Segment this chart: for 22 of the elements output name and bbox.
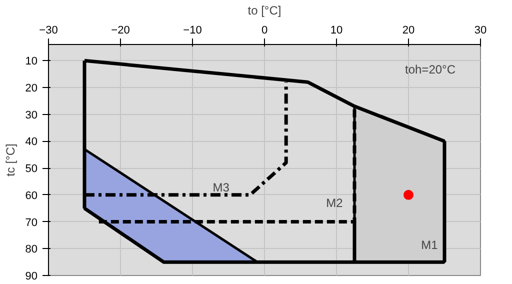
y-tick-label: 40 [25,136,38,148]
x-tick-label: −10 [183,24,202,36]
x-tick-label: 10 [330,24,343,36]
x-tick-label: 20 [402,24,415,36]
series-label: M3 [212,180,230,195]
y-tick-label: 60 [25,190,38,202]
y-tick-label: 20 [25,82,38,94]
y-axis-title: tc [°C] [3,144,18,176]
annotation: toh=20°C [405,62,456,76]
x-tick-label: −30 [39,24,58,36]
x-tick-label: 30 [474,24,487,36]
y-tick-label: 10 [25,56,38,68]
y-tick-label: 90 [25,270,38,282]
x-tick-label: −20 [111,24,130,36]
x-tick-label: 0 [261,24,268,36]
y-tick-label: 30 [25,109,38,122]
y-tick-label: 50 [25,163,38,176]
series-label: M2 [326,196,344,210]
y-tick-label: 80 [25,244,38,256]
series-label: M1 [421,238,438,252]
y-tick-label: 70 [25,216,38,229]
x-axis-title: to [°C] [248,4,282,18]
